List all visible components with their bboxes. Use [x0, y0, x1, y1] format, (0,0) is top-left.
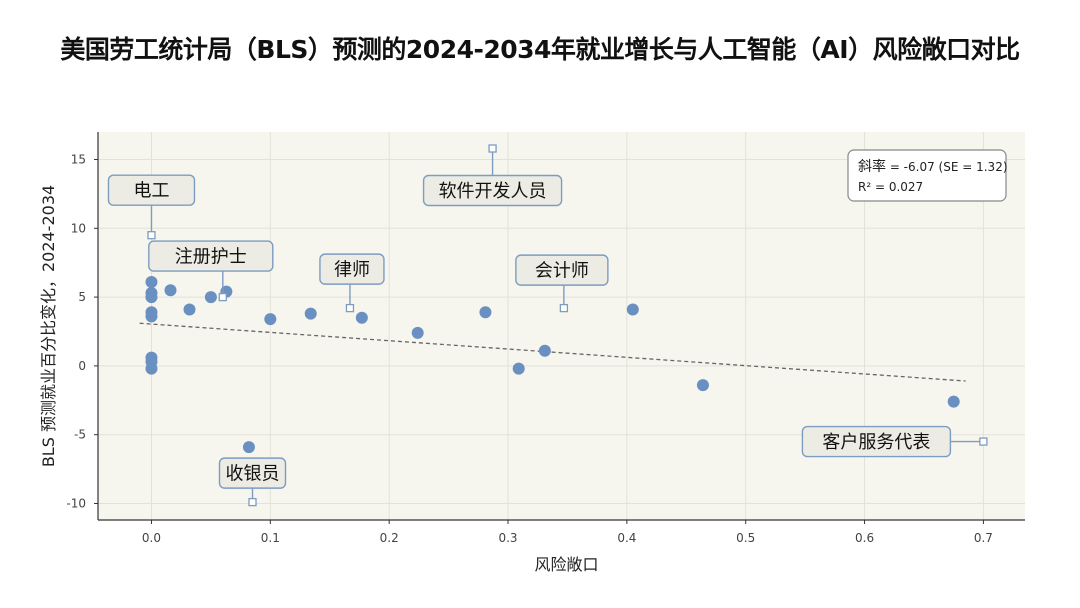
chart-title: 美国劳工统计局（BLS）预测的2024-2034年就业增长与人工智能（AI）风险…	[60, 35, 1020, 64]
trend-line	[139, 322, 966, 382]
annotation-label: 客户服务代表	[822, 432, 930, 453]
data-point	[512, 362, 525, 375]
annotation-label: 电工	[133, 181, 169, 202]
y-tick-label: 15	[71, 153, 86, 167]
data-point	[145, 275, 158, 288]
x-tick-label: 0.2	[380, 531, 399, 545]
x-axis-label: 风险敞口	[534, 555, 598, 574]
data-point	[626, 303, 639, 316]
annotation-box	[801, 425, 952, 458]
y-tick-label: 10	[71, 221, 86, 235]
x-tick-label: 0.6	[855, 531, 874, 545]
y-tick-label: -10	[66, 496, 86, 510]
annotation-marker	[488, 144, 497, 153]
data-point	[164, 284, 177, 297]
x-tick-label: 0.4	[617, 531, 636, 545]
annotation-box	[107, 174, 196, 206]
annotation-label: 会计师	[535, 261, 589, 282]
annotation-marker	[147, 231, 156, 240]
annotation-marker	[979, 437, 988, 446]
data-point	[264, 313, 277, 326]
y-tick-label: 0	[78, 359, 86, 373]
annotation-label: 收银员	[226, 464, 280, 485]
annotation-label: 软件开发人员	[439, 181, 547, 202]
data-point	[304, 307, 317, 320]
x-tick-label: 0.1	[261, 531, 280, 545]
slope-text: 斜率 = -6.07 (SE = 1.32)	[858, 158, 1008, 175]
annotation-marker	[559, 303, 569, 313]
data-point	[947, 395, 960, 408]
annotation-box	[218, 457, 287, 489]
data-point	[183, 303, 196, 316]
annotation-marker	[248, 497, 257, 507]
y-tick-label: -5	[74, 428, 86, 442]
data-point	[696, 379, 709, 392]
stats-box	[847, 149, 1007, 202]
annotation-marker	[345, 303, 355, 313]
x-tick-label: 0.5	[736, 531, 755, 545]
data-point	[538, 344, 551, 357]
annotation-box	[319, 253, 385, 285]
annotation-label: 注册护士	[175, 247, 247, 268]
data-point	[145, 310, 158, 323]
data-point	[145, 362, 158, 375]
y-tick-label: 5	[78, 290, 86, 304]
slope-value: = -6.07 (SE = 1.32)	[886, 160, 1008, 174]
data-point	[145, 291, 158, 304]
y-axis-label: BLS 预测就业百分比变化，2024-2034	[39, 185, 58, 467]
annotation-label: 律师	[334, 260, 370, 281]
annotation-box	[148, 240, 274, 272]
data-point	[204, 291, 217, 304]
r-squared-text: R² = 0.027	[858, 180, 923, 194]
data-point	[355, 311, 368, 324]
annotation-box	[422, 174, 563, 207]
slope-label: 斜率	[858, 158, 886, 175]
data-point	[242, 441, 255, 454]
x-tick-label: 0.7	[974, 531, 993, 545]
annotation-box	[515, 254, 609, 286]
x-tick-label: 0.3	[498, 531, 517, 545]
annotation-marker	[218, 292, 227, 302]
data-point	[479, 306, 492, 319]
x-tick-label: 0.0	[142, 531, 161, 545]
data-point	[411, 326, 424, 339]
